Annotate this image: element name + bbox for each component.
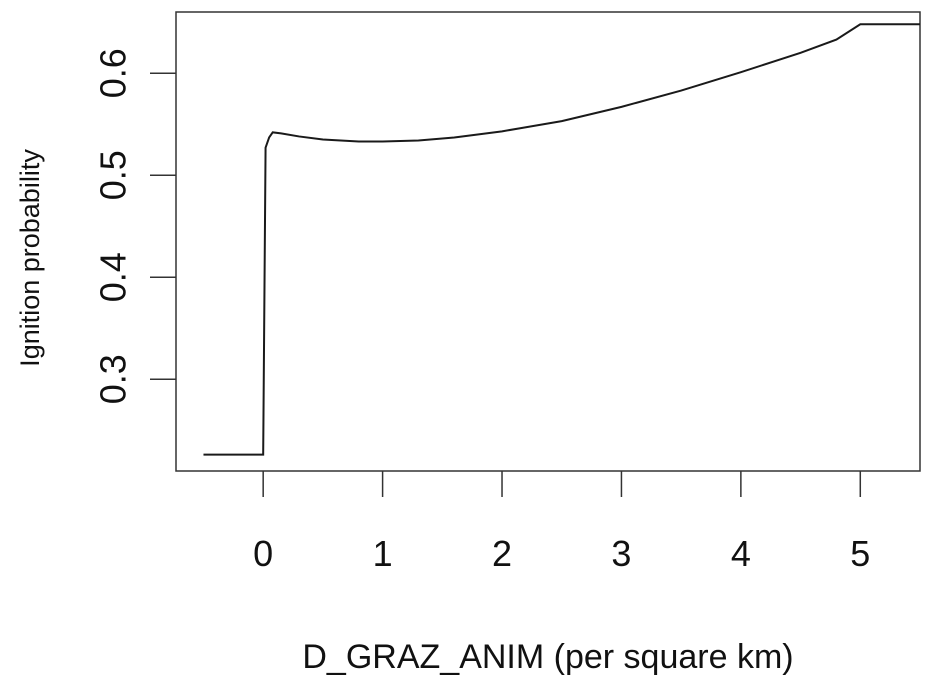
- series-line: [203, 23, 920, 456]
- x-tick-label: 5: [850, 533, 870, 574]
- x-tick-label: 0: [253, 533, 273, 574]
- plot-frame: [175, 11, 921, 472]
- x-tick-label: 4: [731, 533, 751, 574]
- y-tick-label: 0.4: [93, 252, 134, 302]
- y-axis: 0.3 0.4 0.5 0.6: [93, 48, 176, 404]
- y-axis-title: Ignition probability: [15, 149, 45, 367]
- y-tick-label: 0.6: [93, 48, 134, 98]
- y-tick-label: 0.3: [93, 354, 134, 404]
- y-tick-label: 0.5: [93, 150, 134, 200]
- x-tick-label: 1: [373, 533, 393, 574]
- x-tick-label: 3: [611, 533, 631, 574]
- x-axis: 0 1 2 3 4 5: [253, 471, 870, 574]
- x-tick-label: 2: [492, 533, 512, 574]
- x-axis-title: D_GRAZ_ANIM (per square km): [302, 638, 793, 676]
